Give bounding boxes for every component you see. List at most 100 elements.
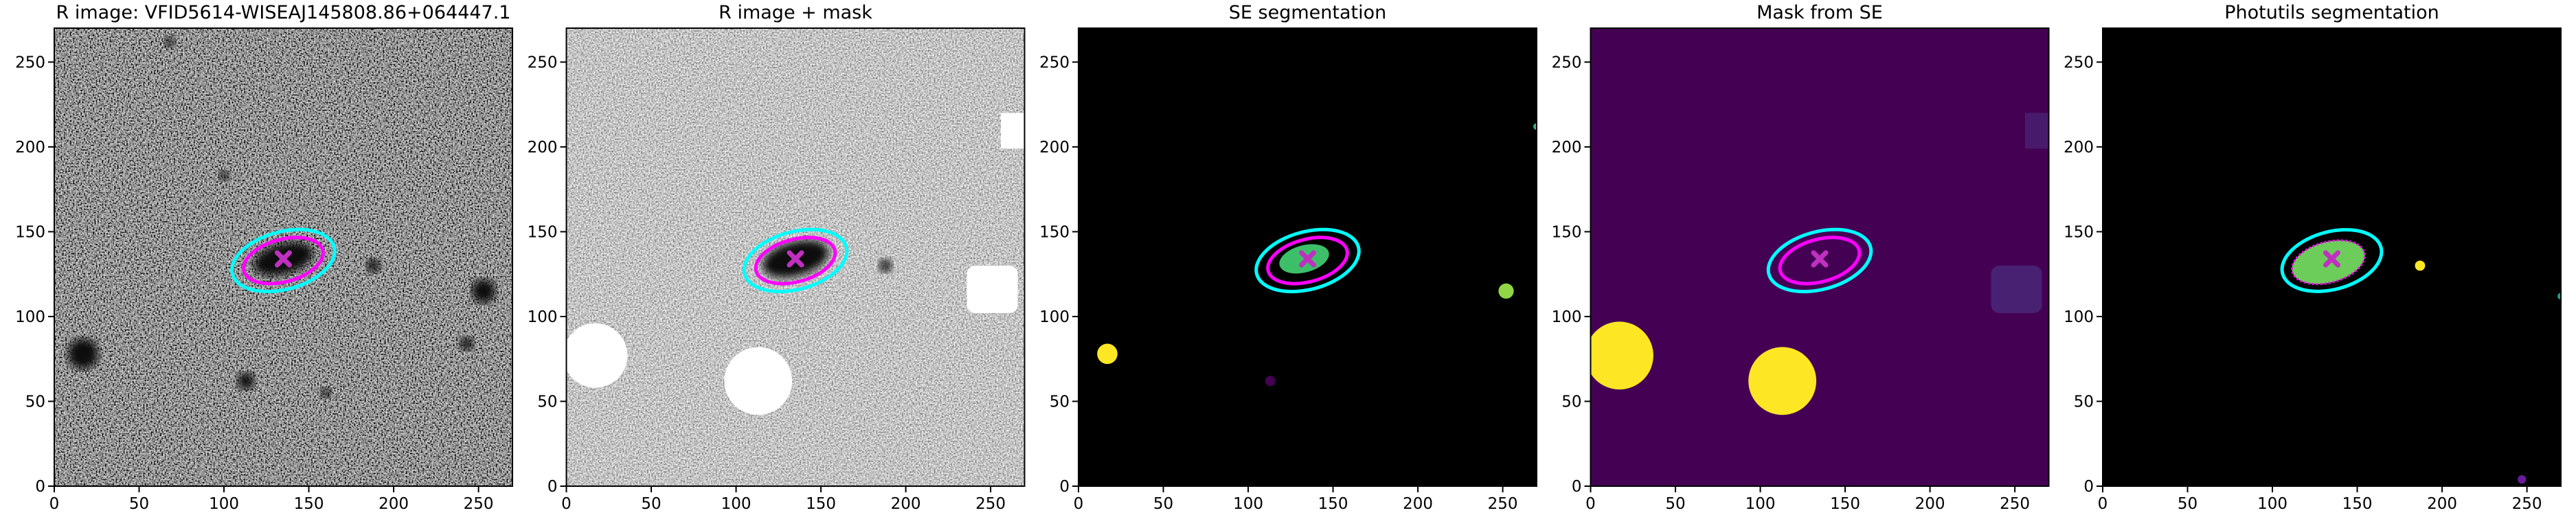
axes-frame: [54, 27, 513, 487]
y-tick-label: 50: [1561, 393, 1581, 411]
x-tick-label: 250: [464, 495, 494, 513]
segment: [2415, 260, 2426, 271]
aperture-outer: [230, 227, 337, 294]
x-tick-label: 200: [1403, 495, 1433, 513]
y-tick-label: 150: [2064, 223, 2094, 241]
y-tick-label: 100: [528, 308, 558, 326]
x-tick-label: 250: [975, 495, 1006, 513]
mask: [1748, 347, 1817, 415]
y-tick-label: 200: [15, 139, 45, 157]
y-tick-label: 100: [1039, 308, 1070, 326]
x-tick-label: 50: [129, 495, 149, 513]
aperture-inner: [1266, 236, 1349, 286]
axes-frame: [1590, 27, 2050, 487]
y-tick-label: 200: [528, 139, 558, 157]
x-tick-label: 0: [1074, 495, 1084, 513]
segment: [2557, 293, 2561, 300]
y-tick-label: 250: [15, 54, 45, 71]
y-tick-label: 250: [1039, 54, 1070, 71]
aperture-outer: [1766, 227, 1873, 294]
y-tick-label: 50: [1050, 393, 1070, 411]
y-tick-label: 50: [25, 393, 45, 411]
aperture-inner: [242, 236, 325, 286]
y-tick-label: 0: [1059, 478, 1070, 496]
x-tick-label: 100: [2257, 495, 2287, 513]
x-tick-label: 0: [2098, 495, 2108, 513]
y-tick-label: 50: [537, 393, 557, 411]
segment: [1097, 343, 1118, 365]
mask: [2024, 113, 2049, 149]
source: [67, 339, 99, 369]
y-tick-label: 0: [35, 478, 45, 496]
x-tick-label: 250: [1488, 495, 1518, 513]
source: [471, 279, 496, 304]
axes-frame: [565, 27, 1026, 487]
x-tick-label: 50: [1665, 495, 1685, 513]
panel-title: R image: VFID5614-WISEAJ145808.86+064447…: [56, 2, 511, 23]
y-tick-label: 250: [1552, 54, 1582, 71]
source: [320, 387, 331, 398]
y-tick-label: 200: [1552, 139, 1582, 157]
x-tick-label: 200: [1915, 495, 1945, 513]
axes-frame: [2102, 27, 2562, 487]
image: [2103, 28, 2561, 486]
x-tick-label: 150: [1318, 495, 1348, 513]
center-marker: [787, 250, 804, 268]
y-tick-label: 100: [1552, 308, 1582, 326]
source: [164, 36, 175, 47]
x-tick-label: 100: [209, 495, 239, 513]
mask: [967, 265, 1018, 314]
x-tick-label: 50: [641, 495, 661, 513]
panel: Mask from SE 0 50 100 150 200 250 0 50 100 150 200 2…: [1552, 2, 2050, 513]
x-tick-label: 150: [294, 495, 324, 513]
panel-title: Photutils segmentation: [2224, 2, 2439, 23]
x-tick-label: 250: [2000, 495, 2030, 513]
aperture-outer: [2280, 228, 2384, 293]
x-tick-label: 100: [1745, 495, 1776, 513]
x-tick-label: 200: [379, 495, 409, 513]
y-tick-label: 150: [1039, 223, 1070, 241]
center-marker: [1811, 250, 1829, 268]
segment: [1265, 376, 1276, 387]
y-tick-label: 250: [528, 54, 558, 71]
y-tick-label: 150: [1552, 223, 1582, 241]
center-marker: [275, 250, 292, 268]
y-tick-label: 150: [528, 223, 558, 241]
mask: [1590, 321, 1653, 390]
image: [1590, 28, 2049, 486]
image: [54, 28, 512, 486]
center-marker: [1299, 250, 1316, 268]
x-tick-label: 150: [806, 495, 836, 513]
axes-frame: [1078, 27, 1537, 487]
source: [879, 258, 892, 273]
panel-title: R image + mask: [719, 2, 872, 23]
x-tick-label: 0: [1585, 495, 1596, 513]
y-tick-label: 200: [1039, 139, 1070, 157]
center-marker: [2323, 250, 2340, 268]
y-tick-label: 200: [2064, 139, 2094, 157]
x-tick-label: 200: [891, 495, 921, 513]
panel: Photutils segmentation 0 50 100 150 200 250 0 50…: [2064, 2, 2562, 513]
panel-title: Mask from SE: [1756, 2, 1883, 23]
panel: R image + mask 0 50 100 150 200 250 0 50 100 150 20…: [528, 2, 1026, 513]
source: [218, 170, 229, 181]
mask: [1991, 265, 2042, 314]
segment: [1533, 123, 1537, 130]
image: [1078, 28, 1537, 486]
x-tick-label: 150: [1830, 495, 1860, 513]
y-tick-label: 0: [547, 478, 558, 496]
aperture-outer: [742, 227, 849, 294]
source: [460, 336, 474, 351]
y-tick-label: 250: [2064, 54, 2094, 71]
x-tick-label: 250: [2512, 495, 2542, 513]
x-tick-label: 0: [561, 495, 572, 513]
y-tick-label: 150: [15, 223, 45, 241]
x-tick-label: 50: [1153, 495, 1173, 513]
y-tick-label: 0: [2083, 478, 2094, 496]
y-tick-label: 100: [15, 308, 45, 326]
segment: [2518, 474, 2527, 484]
x-tick-label: 100: [721, 495, 752, 513]
y-tick-label: 0: [1572, 478, 1582, 496]
